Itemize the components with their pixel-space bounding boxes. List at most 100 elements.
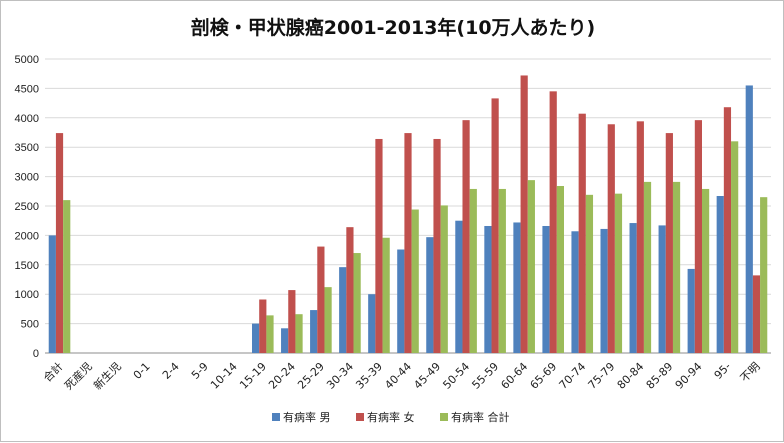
x-tick-label: 90-94 <box>673 360 705 392</box>
x-tick-label: 75-79 <box>586 360 618 392</box>
bar-male <box>484 225 492 353</box>
bar-female <box>520 75 528 354</box>
legend-label: 有病率 合計 <box>451 410 510 424</box>
x-tick-label: 新生児 <box>90 359 123 392</box>
bar-total <box>411 209 419 353</box>
y-tick-label: 3500 <box>15 142 39 154</box>
bar-female <box>549 91 557 353</box>
x-tick-label: 85-89 <box>644 360 676 392</box>
bar-total <box>440 205 448 353</box>
x-tick-label: 60-64 <box>498 360 530 392</box>
bar-female <box>259 299 267 353</box>
bar-total <box>527 180 535 353</box>
legend-swatch <box>272 413 280 421</box>
bar-male <box>339 267 347 353</box>
bar-female <box>462 120 470 353</box>
legend-swatch <box>440 413 448 421</box>
x-tick-label: 45-49 <box>411 360 443 392</box>
x-tick-label: 65-69 <box>528 360 560 392</box>
legend-label: 有病率 女 <box>367 410 415 424</box>
bar-male <box>600 228 608 353</box>
bar-female <box>723 107 732 353</box>
bar-female <box>665 133 673 353</box>
bar-male <box>687 268 695 353</box>
x-tick-label: 5-9 <box>189 360 211 382</box>
bar-total <box>614 193 623 353</box>
bar-female <box>55 133 64 353</box>
bar-male <box>368 294 376 353</box>
bar-female <box>288 290 296 353</box>
bar-total <box>702 188 710 353</box>
x-tick-label: 50-54 <box>440 360 472 392</box>
bar-total <box>295 314 303 353</box>
bar-female <box>607 124 615 353</box>
bar-male <box>455 220 463 353</box>
bar-female <box>491 98 499 354</box>
bar-male <box>542 225 550 353</box>
bar-male <box>716 196 724 353</box>
x-tick-label: 不明 <box>738 360 763 385</box>
bar-female <box>636 121 644 353</box>
bar-total <box>353 253 361 353</box>
y-axis: 0 500 1000 1500 2000 2500 3000 3500 4000 4500 5000 <box>15 54 39 360</box>
x-tick-label: 30-34 <box>324 360 356 392</box>
bar-female <box>752 275 761 353</box>
bar-total <box>643 181 652 353</box>
x-tick-label: 95- <box>712 360 734 382</box>
bar-total <box>672 181 681 353</box>
bar-female <box>375 138 383 353</box>
y-tick-label: 1000 <box>15 289 39 301</box>
bar-total <box>498 188 506 353</box>
legend-item: 有病率 女 <box>356 410 415 424</box>
legend-swatch <box>356 413 364 421</box>
x-tick-label: 55-59 <box>469 360 501 392</box>
x-tick-label: 死産児 <box>62 360 95 393</box>
bars <box>48 75 768 354</box>
bar-total <box>266 315 274 353</box>
bar-male <box>571 231 579 353</box>
x-tick-label: 10-14 <box>208 360 240 392</box>
legend: 有病率 男 有病率 女 有病率 合計 <box>272 410 510 424</box>
bar-female <box>694 120 702 353</box>
y-tick-label: 5000 <box>15 54 39 66</box>
bar-male <box>397 249 405 353</box>
bar-female <box>346 227 354 353</box>
y-tick-label: 4000 <box>15 113 39 125</box>
x-tick-label: 20-24 <box>266 360 298 392</box>
x-tick-label: 15-19 <box>237 360 269 392</box>
x-tick-label: 40-44 <box>382 360 414 392</box>
x-tick-label: 2-4 <box>160 360 182 382</box>
y-tick-label: 2500 <box>15 201 39 213</box>
x-tick-label: 70-74 <box>557 360 589 392</box>
bar-male <box>629 223 637 353</box>
bar-total <box>324 287 332 353</box>
x-tick-label: 0-1 <box>131 360 153 382</box>
bar-total <box>731 141 739 353</box>
bar-total <box>556 186 564 353</box>
y-tick-label: 4500 <box>15 83 39 95</box>
bar-female <box>433 138 441 353</box>
y-tick-label: 3000 <box>15 172 39 184</box>
x-tick-label: 合計 <box>40 359 65 384</box>
x-tick-label: 25-29 <box>295 360 327 392</box>
bar-total <box>469 188 477 353</box>
bar-female <box>317 246 325 353</box>
y-tick-label: 500 <box>21 319 39 331</box>
bar-female <box>404 133 412 353</box>
bar-total <box>382 237 390 353</box>
bar-male <box>658 225 666 353</box>
x-tick-label: 35-39 <box>353 360 385 392</box>
bar-total <box>585 194 594 353</box>
y-tick-label: 0 <box>33 348 39 360</box>
chart-title: 剖検・甲状腺癌2001-2013年(10万人あたり) <box>191 16 595 39</box>
x-tick-label: 80-84 <box>615 360 647 392</box>
bar-male <box>281 328 289 353</box>
bar-female <box>578 113 586 354</box>
y-tick-label: 2000 <box>15 230 39 242</box>
bar-male <box>252 323 260 353</box>
legend-item: 有病率 男 <box>272 410 331 424</box>
bar-male <box>310 310 318 353</box>
bar-male <box>48 235 56 353</box>
